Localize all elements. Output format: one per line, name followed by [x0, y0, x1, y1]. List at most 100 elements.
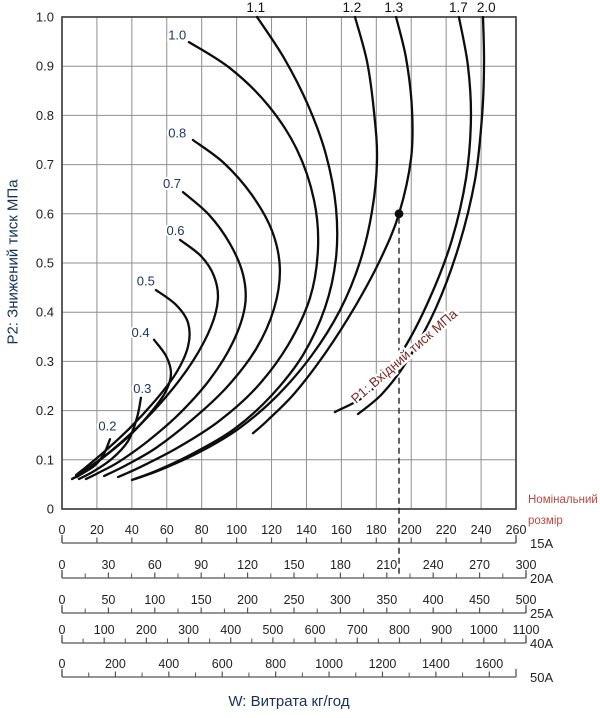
plot-grid [61, 16, 517, 510]
scale-tick-label: 150 [284, 558, 305, 572]
scale-tick-label: 60 [160, 523, 174, 537]
curve-p1-0.6 [78, 238, 220, 476]
nominal-size-label: 20A [530, 571, 553, 586]
curve-label-top: 1.3 [384, 0, 403, 15]
scale-tick-label: 300 [516, 558, 537, 572]
scale-tick-label: 100 [94, 623, 115, 637]
y-tick-label: 0.7 [36, 157, 54, 172]
scale-tick-label: 240 [471, 523, 492, 537]
curve-p1-1.0 [116, 40, 320, 479]
curve-p1-1.7 [333, 15, 473, 414]
scale-tick-label: 800 [265, 657, 286, 671]
scale-tick-label: 400 [220, 623, 241, 637]
scale-tick-label: 180 [330, 558, 351, 572]
scale-tick-label: 800 [389, 623, 410, 637]
curve-p1-1.2 [133, 15, 379, 481]
curve-p1-1.1 [130, 15, 339, 482]
scale-tick-label: 450 [469, 593, 490, 607]
scale-tick-label: 120 [261, 523, 282, 537]
curve-p1-1.3 [251, 15, 414, 435]
scale-tick-label: 600 [305, 623, 326, 637]
curve-label: 1.0 [168, 28, 186, 43]
operating-point-dot [394, 209, 404, 219]
scale-tick-label: 300 [178, 623, 199, 637]
scale-tick-label: 700 [347, 623, 368, 637]
scale-tick-label: 90 [194, 558, 208, 572]
scale-tick-label: 900 [431, 623, 452, 637]
curve-label: 0.2 [98, 418, 116, 433]
scale-tick-label: 180 [366, 523, 387, 537]
scale-tick-label: 20 [90, 523, 104, 537]
scale-tick-label: 240 [423, 558, 444, 572]
scale-tick-label: 100 [226, 523, 247, 537]
scale-tick-label: 30 [101, 558, 115, 572]
scale-tick-label: 0 [59, 657, 66, 671]
scale-tick-label: 120 [237, 558, 258, 572]
nominal-size-label: 15A [530, 536, 553, 551]
curve-p1-0.5 [74, 288, 191, 477]
scale-tick-label: 350 [376, 593, 397, 607]
plot-border [61, 16, 517, 510]
scale-tick-label: 60 [148, 558, 162, 572]
scale-tick-label: 0 [59, 623, 66, 637]
scale-tick-label: 200 [237, 593, 258, 607]
y-tick-label: 0.2 [36, 403, 54, 418]
scale-tick-label: 160 [331, 523, 352, 537]
scale-tick-label: 0 [59, 593, 66, 607]
curve-label-top: 1.2 [342, 0, 361, 15]
y-tick-label: 0.1 [36, 452, 54, 467]
scale-tick-label: 1200 [369, 657, 397, 671]
curve-label-top: 1.7 [449, 0, 468, 15]
y-tick-label: 0.3 [36, 354, 54, 369]
curve-label-top: 2.0 [477, 0, 496, 15]
scale-tick-label: 1100 [513, 623, 540, 637]
scale-tick-label: 1000 [315, 657, 343, 671]
y-axis-title: P2: Знижений тиск МПа [4, 179, 22, 345]
y-tick-label: 0 [47, 502, 54, 517]
scale-tick-label: 40 [125, 523, 139, 537]
scale-tick-label: 220 [436, 523, 457, 537]
y-tick-label: 0.4 [36, 305, 54, 320]
nominal-size-heading-line2: розмір [528, 515, 563, 527]
scale-tick-label: 200 [105, 657, 126, 671]
scale-tick-label: 150 [191, 593, 212, 607]
y-tick-label: 0.6 [36, 206, 54, 221]
curve-p1-0.8 [102, 138, 282, 478]
scale-tick-label: 400 [423, 593, 444, 607]
scale-tick-label: 1000 [470, 623, 498, 637]
scale-tick-label: 500 [516, 593, 537, 607]
scale-tick-label: 300 [330, 593, 351, 607]
y-tick-label: 0.5 [36, 256, 54, 271]
scale-tick-label: 50 [101, 593, 115, 607]
curve-label: 0.5 [137, 274, 155, 289]
curve-family: 0.2 0.3 0.4 0.5 0.6 0.7 0.8 1.0 1.1 1.2 1.3 1.7 2.0 [70, 0, 496, 482]
scale-tick-label: 270 [469, 558, 490, 572]
y-tick-label: 1.0 [36, 10, 54, 25]
curve-label: 0.8 [168, 126, 186, 141]
scale-tick-label: 260 [506, 523, 527, 537]
scale-tick-label: 0 [59, 558, 66, 572]
scale-tick-label: 200 [136, 623, 157, 637]
y-axis-ticks: 1.0 0.9 0.8 0.7 0.6 0.5 0.4 0.3 0.2 0.1 0 [36, 10, 54, 517]
scale-tick-label: 100 [144, 593, 165, 607]
curve-label: 0.4 [132, 325, 150, 340]
y-tick-label: 0.8 [36, 108, 54, 123]
scale-tick-label: 1600 [475, 657, 503, 671]
nominal-size-label: 40A [530, 636, 553, 651]
scale-tick-label: 140 [296, 523, 317, 537]
curve-label: 0.6 [166, 223, 184, 238]
scale-tick-label: 1400 [422, 657, 450, 671]
scale-tick-label: 80 [195, 523, 209, 537]
x-axis-title: W: Витрата кг/год [228, 693, 350, 710]
scale-tick-label: 250 [284, 593, 305, 607]
curve-label-top: 1.1 [246, 0, 265, 15]
scale-tick-label: 200 [401, 523, 422, 537]
p1-axis-label: P1: Вхідний тиск МПа [348, 306, 460, 406]
scale-tick-label: 500 [262, 623, 283, 637]
